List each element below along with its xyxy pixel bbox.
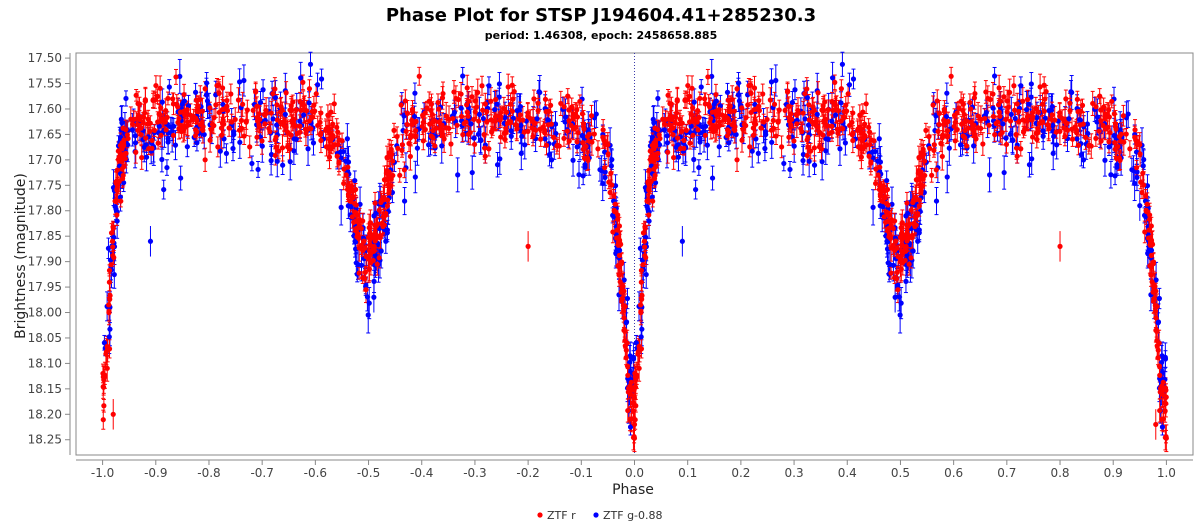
chart-title: Phase Plot for STSP J194604.41+285230.3 [386,5,816,26]
chart-subtitle: period: 1.46308, epoch: 2458658.885 [485,29,718,42]
